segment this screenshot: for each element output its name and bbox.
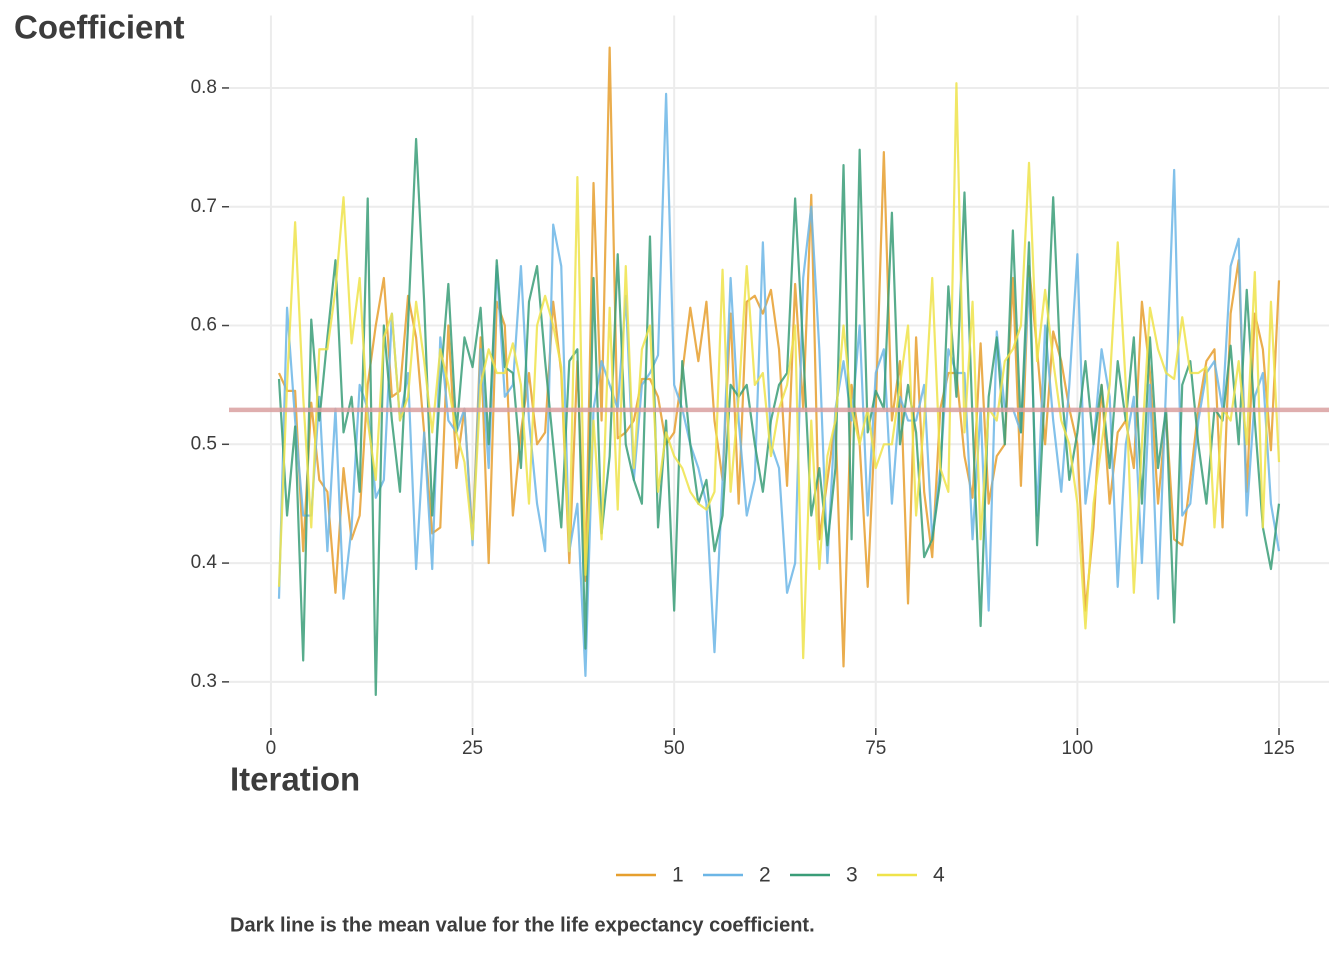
x-tick-label: 50 [664,738,685,759]
legend-label: 2 [759,864,771,887]
x-tick-label: 75 [865,738,886,759]
y-tick-label: 0.5 [191,433,217,454]
y-tick-label: 0.6 [191,315,217,336]
series-line [277,46,1281,668]
series-line [277,92,1281,678]
y-axis-title: Coefficient [14,9,185,46]
legend-label: 3 [846,864,858,887]
series-line [277,137,1281,697]
x-tick-label: 125 [1263,738,1295,759]
y-tick-label: 0.4 [191,552,218,573]
x-tick-label: 100 [1062,738,1094,759]
y-tick-label: 0.3 [191,671,217,692]
legend-label: 4 [933,864,945,887]
y-tick-label: 0.7 [191,196,217,217]
x-axis-title: Iteration [230,761,360,798]
legend-label: 1 [672,864,684,887]
y-tick-label: 0.8 [191,77,217,98]
x-tick-label: 25 [462,738,483,759]
x-tick-label: 0 [266,738,277,759]
series-line [277,82,1281,660]
caption: Dark line is the mean value for the life… [230,914,815,936]
